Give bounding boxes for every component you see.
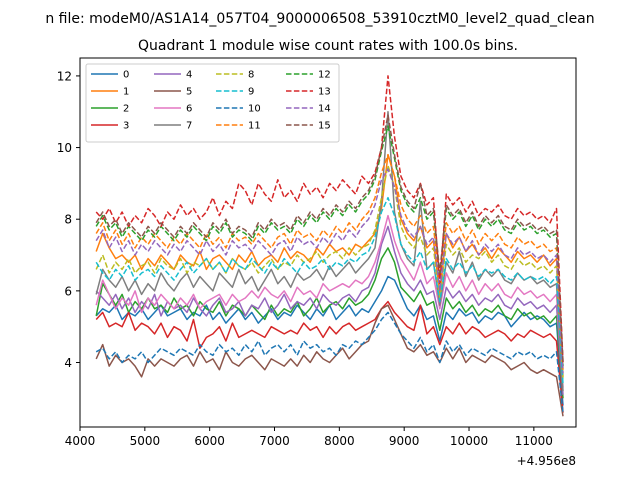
series-line-13 <box>95 75 564 363</box>
legend-box <box>85 63 340 143</box>
series-line-5 <box>95 304 564 417</box>
legend-label-1: 1 <box>123 87 129 98</box>
legend-label-9: 9 <box>248 87 254 98</box>
legend-label-0: 0 <box>123 70 129 81</box>
legend-label-10: 10 <box>248 104 261 115</box>
legend-label-13: 13 <box>318 87 331 98</box>
series-line-8 <box>95 164 564 381</box>
legend-label-12: 12 <box>318 70 331 81</box>
x-offset-label: +4.956e8 <box>517 454 576 468</box>
series-line-14 <box>95 168 564 374</box>
x-tick-label: 9000 <box>389 434 420 448</box>
y-tick-label: 10 <box>57 141 72 155</box>
y-axis: 4 6 8 10 12 <box>57 69 80 370</box>
legend-label-2: 2 <box>123 104 129 115</box>
plot-area <box>79 57 577 428</box>
series-line-6 <box>95 214 564 388</box>
legend-label-5: 5 <box>186 87 192 98</box>
y-tick-label: 8 <box>64 213 72 227</box>
x-tick-label: 4000 <box>65 434 96 448</box>
series-line-10 <box>95 311 564 413</box>
y-tick-label: 6 <box>64 284 72 298</box>
x-tick-label: 8000 <box>324 434 355 448</box>
legend-label-14: 14 <box>318 104 331 115</box>
legend-label-4: 4 <box>186 70 192 81</box>
legend-label-11: 11 <box>248 121 261 132</box>
legend-label-7: 7 <box>186 121 192 132</box>
x-tick-label: 11000 <box>515 434 553 448</box>
series-layer <box>95 75 564 417</box>
x-axis: 4000 5000 6000 7000 8000 9000 10000 11000 <box>65 427 553 448</box>
series-line-12 <box>95 125 564 367</box>
figure-suptitle: n file: modeM0/AS1A14_057T04_9000006508_… <box>45 11 594 27</box>
y-tick-label: 4 <box>64 356 72 370</box>
x-tick-label: 5000 <box>130 434 161 448</box>
legend-label-3: 3 <box>123 121 129 132</box>
series-line-1 <box>95 153 564 377</box>
x-tick-label: 7000 <box>259 434 290 448</box>
chart-title: Quadrant 1 module wise count rates with … <box>138 38 518 54</box>
series-line-2 <box>95 247 564 399</box>
series-line-3 <box>95 300 564 413</box>
legend-label-6: 6 <box>186 104 192 115</box>
series-line-9 <box>95 196 564 385</box>
series-line-15 <box>95 114 564 363</box>
y-tick-label: 12 <box>57 69 72 83</box>
x-tick-label: 10000 <box>450 434 488 448</box>
x-tick-label: 6000 <box>194 434 225 448</box>
axes-frame <box>79 57 577 428</box>
legend-label-8: 8 <box>248 70 254 81</box>
legend-label-15: 15 <box>318 121 331 132</box>
